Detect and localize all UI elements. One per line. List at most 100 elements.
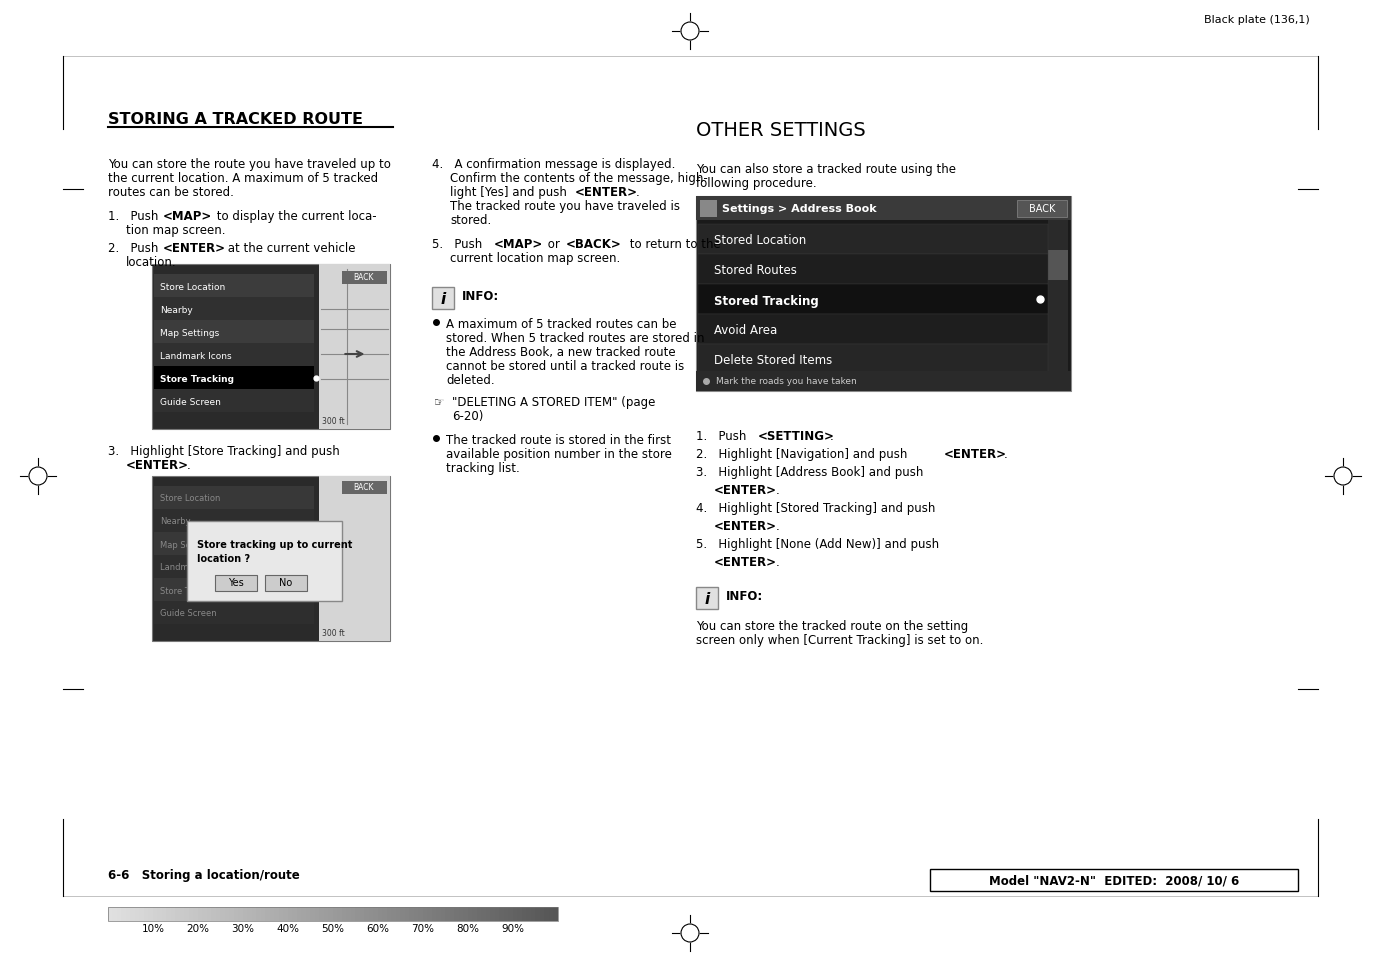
- Text: Nearby: Nearby: [160, 517, 191, 526]
- Text: i: i: [441, 292, 446, 306]
- Bar: [500, 907, 504, 921]
- Bar: [155, 297, 313, 320]
- Text: <ENTER>: <ENTER>: [574, 186, 638, 199]
- Bar: [167, 907, 171, 921]
- Text: 4.   Highlight [Stored Tracking] and push: 4. Highlight [Stored Tracking] and push: [696, 501, 935, 515]
- Text: <ENTER>: <ENTER>: [714, 556, 778, 568]
- Bar: [186, 521, 342, 601]
- Bar: [428, 907, 432, 921]
- Text: Black plate (136,1): Black plate (136,1): [1204, 15, 1311, 25]
- Bar: [117, 907, 122, 921]
- Text: to return to the: to return to the: [626, 237, 721, 251]
- Bar: [697, 314, 1048, 345]
- Bar: [446, 907, 450, 921]
- Bar: [319, 907, 325, 921]
- Text: Stored Location: Stored Location: [714, 234, 807, 247]
- Bar: [554, 907, 558, 921]
- Bar: [325, 907, 329, 921]
- Bar: [155, 556, 313, 578]
- Text: Store Location: Store Location: [160, 283, 225, 292]
- Text: <ENTER>: <ENTER>: [714, 483, 778, 497]
- Text: tion map screen.: tion map screen.: [126, 224, 225, 236]
- Bar: [1048, 251, 1068, 281]
- Bar: [347, 907, 352, 921]
- Text: The tracked route is stored in the first: The tracked route is stored in the first: [446, 434, 671, 447]
- Bar: [279, 907, 284, 921]
- Text: at the current vehicle: at the current vehicle: [224, 242, 355, 254]
- Bar: [490, 907, 496, 921]
- Bar: [135, 907, 139, 921]
- Text: screen only when [Current Tracking] is set to on.: screen only when [Current Tracking] is s…: [696, 634, 983, 646]
- Bar: [355, 907, 360, 921]
- Text: 6-6   Storing a location/route: 6-6 Storing a location/route: [108, 868, 300, 882]
- Bar: [400, 907, 406, 921]
- Text: <ENTER>: <ENTER>: [714, 519, 778, 533]
- Bar: [139, 907, 145, 921]
- Bar: [697, 345, 1048, 375]
- Text: 30%: 30%: [232, 923, 254, 933]
- Bar: [155, 274, 313, 297]
- Bar: [319, 265, 389, 430]
- Bar: [333, 907, 338, 921]
- Bar: [155, 367, 313, 390]
- Bar: [289, 907, 293, 921]
- Bar: [351, 907, 356, 921]
- Bar: [696, 372, 1072, 392]
- Text: 5.   Highlight [None (Add New)] and push: 5. Highlight [None (Add New)] and push: [696, 537, 939, 551]
- Text: <SETTING>: <SETTING>: [758, 430, 836, 442]
- Bar: [342, 272, 387, 285]
- Bar: [193, 907, 199, 921]
- Text: You can also store a tracked route using the: You can also store a tracked route using…: [696, 163, 956, 175]
- Bar: [211, 907, 217, 921]
- Bar: [155, 320, 313, 344]
- Text: Stored Routes: Stored Routes: [714, 264, 797, 277]
- Text: INFO:: INFO:: [726, 590, 764, 603]
- Text: 2.   Highlight [Navigation] and push: 2. Highlight [Navigation] and push: [696, 448, 911, 460]
- Text: 1.   Push: 1. Push: [108, 210, 162, 223]
- Bar: [1048, 221, 1068, 390]
- Text: You can store the tracked route on the setting: You can store the tracked route on the s…: [696, 619, 968, 633]
- Bar: [239, 907, 243, 921]
- Bar: [504, 907, 510, 921]
- Bar: [696, 196, 1072, 392]
- Text: current location map screen.: current location map screen.: [450, 252, 620, 265]
- Text: <BACK>: <BACK>: [566, 237, 621, 251]
- Text: OTHER SETTINGS: OTHER SETTINGS: [696, 120, 866, 139]
- Bar: [203, 907, 207, 921]
- Circle shape: [29, 468, 47, 485]
- Bar: [315, 907, 320, 921]
- Bar: [311, 907, 315, 921]
- Bar: [526, 907, 532, 921]
- Bar: [157, 907, 163, 921]
- Bar: [257, 907, 261, 921]
- Bar: [405, 907, 410, 921]
- Bar: [225, 907, 231, 921]
- Bar: [144, 907, 149, 921]
- Bar: [155, 578, 313, 601]
- Text: Landmark Icons: Landmark Icons: [160, 352, 232, 360]
- Text: Store Tracking: Store Tracking: [160, 586, 220, 595]
- Bar: [155, 390, 313, 413]
- Bar: [697, 254, 1048, 285]
- Bar: [197, 907, 203, 921]
- Text: 300 ft: 300 ft: [322, 417, 345, 426]
- Text: INFO:: INFO:: [463, 291, 500, 303]
- Text: stored.: stored.: [450, 213, 492, 227]
- Text: Avoid Area: Avoid Area: [714, 324, 778, 337]
- Text: Map Settings: Map Settings: [160, 540, 215, 549]
- Text: Yes: Yes: [228, 578, 244, 587]
- Bar: [929, 869, 1298, 891]
- Text: 60%: 60%: [366, 923, 389, 933]
- Text: .: .: [776, 556, 780, 568]
- Bar: [532, 907, 536, 921]
- Text: Store Location: Store Location: [160, 494, 221, 503]
- Text: Stored Tracking: Stored Tracking: [714, 294, 819, 307]
- Text: No: No: [279, 578, 293, 587]
- Bar: [383, 907, 388, 921]
- Bar: [378, 907, 383, 921]
- Bar: [233, 907, 239, 921]
- Text: Landmark Icons: Landmark Icons: [160, 563, 226, 572]
- Text: Guide Screen: Guide Screen: [160, 609, 217, 618]
- Text: following procedure.: following procedure.: [696, 177, 816, 190]
- Bar: [441, 907, 446, 921]
